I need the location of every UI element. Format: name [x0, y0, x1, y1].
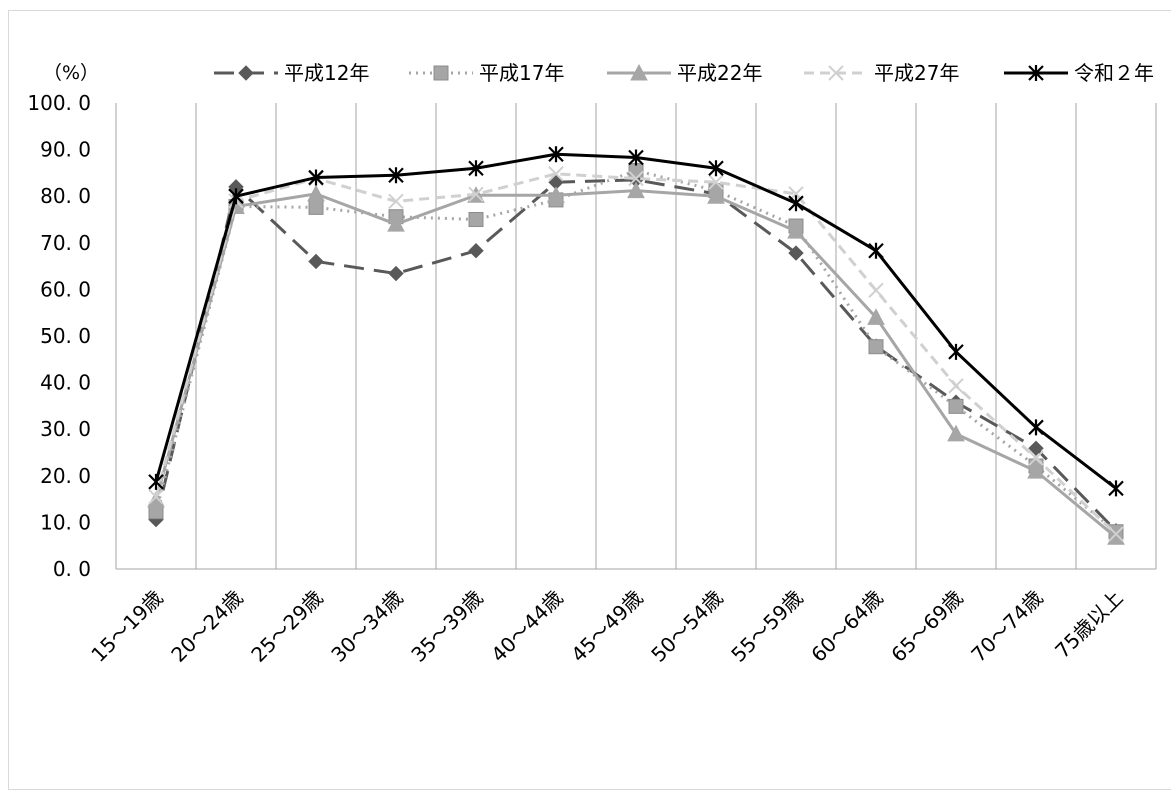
- x-tick-label: 20～24歳: [166, 586, 247, 667]
- series-3: [147, 181, 1125, 545]
- data-point: [308, 253, 324, 270]
- legend-label: 平成27年: [874, 61, 959, 85]
- legend-item: 平成27年: [804, 61, 959, 85]
- data-point: [548, 146, 564, 163]
- x-tick-label: 65～69歳: [886, 586, 967, 667]
- data-point: [788, 195, 804, 212]
- data-point: [468, 160, 484, 177]
- data-point: [1028, 450, 1044, 466]
- data-point: [388, 265, 404, 282]
- data-point: [1028, 419, 1044, 436]
- legend-marker: [238, 65, 254, 81]
- data-point: [308, 169, 324, 186]
- legend-item: 平成17年: [409, 61, 564, 85]
- y-tick-label: 20. 0: [40, 464, 91, 488]
- data-point: [948, 343, 964, 360]
- data-point: [868, 242, 884, 259]
- data-point: [1028, 440, 1044, 457]
- legend: 平成12年 平成17年 平成22年 平成27年 令和２年: [214, 61, 1154, 85]
- data-point: [1027, 462, 1045, 479]
- series-1: [148, 172, 1124, 539]
- data-point: [787, 222, 805, 239]
- data-point: [628, 163, 644, 179]
- data-point: [468, 186, 484, 203]
- y-axis-tick-labels: 0. 0 10. 0 20. 0 30. 0 40. 0 50. 0 60. 0 70. 0 8…: [27, 91, 91, 581]
- y-tick-label: 100. 0: [27, 91, 91, 115]
- legend-marker: [630, 63, 648, 81]
- data-point: [708, 174, 724, 190]
- data-point: [788, 245, 804, 261]
- y-tick-label: 40. 0: [40, 371, 91, 395]
- y-tick-label: 80. 0: [40, 184, 91, 208]
- y-tick-label: 90. 0: [40, 138, 91, 162]
- data-point: [468, 243, 484, 259]
- x-tick-label: 45～49歳: [566, 586, 647, 667]
- data-point: [228, 188, 244, 205]
- data-point: [867, 308, 885, 325]
- x-tick-label: 40～44歳: [486, 586, 567, 667]
- data-point: [388, 193, 404, 210]
- x-tick-label: 30～34歳: [326, 586, 407, 667]
- y-tick-label: 60. 0: [40, 277, 91, 301]
- series-lines: [147, 146, 1125, 545]
- y-axis-unit-label: （%）: [43, 62, 99, 84]
- legend-label: 平成12年: [284, 61, 369, 85]
- x-axis-tick-labels: 15～19歳20～24歳25～29歳30～34歳35～39歳40～44歳45～4…: [86, 586, 1127, 667]
- x-tick-label: 60～64歳: [806, 586, 887, 667]
- series-line: [154, 178, 1118, 532]
- legend-marker: [1028, 65, 1044, 81]
- data-point: [628, 170, 644, 187]
- legend-marker: [828, 65, 844, 81]
- series-4: [148, 166, 1124, 542]
- legend-marker: [433, 65, 449, 81]
- data-point: [708, 160, 724, 177]
- data-point: [388, 167, 404, 184]
- series-line: [154, 152, 1117, 490]
- legend-item: 令和２年: [1004, 61, 1154, 85]
- data-point: [948, 378, 964, 394]
- x-tick-label: 55～59歳: [726, 586, 807, 667]
- series-2: [148, 163, 1124, 540]
- data-point: [707, 187, 725, 204]
- y-tick-label: 50. 0: [40, 324, 91, 348]
- series-line: [154, 169, 1117, 533]
- y-tick-label: 10. 0: [40, 510, 91, 534]
- legend-label: 平成22年: [677, 61, 762, 85]
- data-point: [868, 282, 884, 299]
- data-point: [308, 199, 324, 215]
- data-point: [868, 339, 884, 355]
- legend-label: 平成17年: [479, 61, 564, 85]
- data-point: [628, 149, 644, 166]
- data-point: [1108, 480, 1124, 497]
- x-tick-label: 25～29歳: [246, 586, 327, 667]
- x-tick-label: 50～54歳: [646, 586, 727, 667]
- data-point: [148, 489, 164, 505]
- data-point: [387, 215, 405, 232]
- data-point: [947, 424, 965, 442]
- legend-item: 平成22年: [607, 61, 762, 85]
- x-tick-label: 75歳以上: [1050, 586, 1127, 663]
- series-line: [154, 189, 1117, 539]
- series-5: [148, 146, 1124, 497]
- data-point: [307, 184, 325, 202]
- data-point: [627, 181, 645, 199]
- data-point: [1108, 526, 1124, 542]
- line-chart: 0. 0 10. 0 20. 0 30. 0 40. 0 50. 0 60. 0 70. 0 8…: [27, 61, 1157, 667]
- y-tick-label: 0. 0: [53, 557, 91, 581]
- data-point: [548, 166, 564, 182]
- data-point: [468, 212, 484, 227]
- x-tick-label: 35～39歳: [406, 586, 487, 667]
- chart-frame: 0. 0 10. 0 20. 0 30. 0 40. 0 50. 0 60. 0 70. 0 8…: [8, 10, 1171, 790]
- data-point: [547, 186, 565, 203]
- legend-label: 令和２年: [1074, 61, 1154, 85]
- data-point: [948, 398, 964, 414]
- legend-item: 平成12年: [214, 61, 369, 85]
- y-tick-label: 30. 0: [40, 417, 91, 441]
- y-tick-label: 70. 0: [40, 231, 91, 255]
- x-tick-label: 70～74歳: [966, 586, 1047, 667]
- series-line: [154, 172, 1118, 536]
- x-tick-label: 15～19歳: [86, 586, 167, 667]
- data-point: [148, 473, 164, 490]
